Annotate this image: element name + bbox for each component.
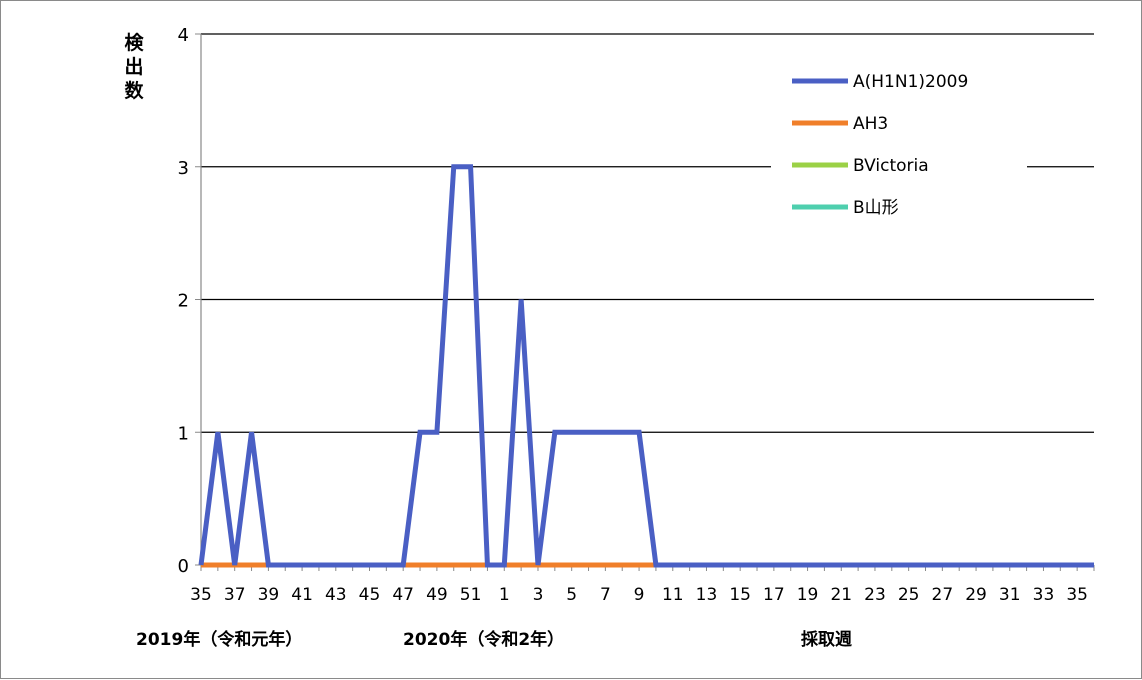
x-axis-title: 採取週 xyxy=(801,630,852,650)
legend-label-1: AH3 xyxy=(853,114,888,134)
x-tick-label-6: 41 xyxy=(291,585,313,605)
x-tick-label-36: 19 xyxy=(797,585,819,605)
x-tick-label-24: 7 xyxy=(600,585,611,605)
x-tick-label-46: 29 xyxy=(965,585,987,605)
legend-label-2: BVictoria xyxy=(853,156,929,176)
x-tick-label-44: 27 xyxy=(932,585,954,605)
legend-label-0: A(H1N1)2009 xyxy=(853,72,968,92)
x-tick-label-16: 51 xyxy=(460,585,482,605)
x-tick-label-34: 17 xyxy=(763,585,785,605)
x-tick-label-18: 1 xyxy=(499,585,510,605)
y-axis-title: 検出数 xyxy=(124,32,144,102)
x-tick-label-42: 25 xyxy=(898,585,920,605)
x-tick-label-26: 9 xyxy=(634,585,645,605)
y-tick-label-3: 3 xyxy=(178,158,189,179)
legend-label-3: B山形 xyxy=(853,198,899,218)
series-line-0 xyxy=(198,164,1094,568)
year-label-2019: 2019年（令和元年） xyxy=(136,630,303,650)
x-tick-label-20: 3 xyxy=(533,585,544,605)
x-tick-label-50: 33 xyxy=(1033,585,1055,605)
y-tick-label-0: 0 xyxy=(178,556,189,577)
x-tick-label-48: 31 xyxy=(999,585,1021,605)
y-tick-label-2: 2 xyxy=(178,291,189,312)
x-tick-label-2: 37 xyxy=(224,585,246,605)
x-tick-label-4: 39 xyxy=(258,585,280,605)
x-tick-label-8: 43 xyxy=(325,585,347,605)
x-tick-label-12: 47 xyxy=(392,585,414,605)
x-tick-label-10: 45 xyxy=(359,585,381,605)
x-tick-label-14: 49 xyxy=(426,585,448,605)
x-tick-label-0: 35 xyxy=(190,585,212,605)
x-tick-label-28: 11 xyxy=(662,585,684,605)
year-label-2020: 2020年（令和2年） xyxy=(403,630,565,650)
x-tick-label-38: 21 xyxy=(830,585,852,605)
x-tick-label-40: 23 xyxy=(864,585,886,605)
legend-box xyxy=(771,63,1027,221)
x-tick-label-52: 35 xyxy=(1066,585,1088,605)
x-tick-label-22: 5 xyxy=(566,585,577,605)
y-tick-label-4: 4 xyxy=(178,25,189,46)
x-tick-label-32: 15 xyxy=(729,585,751,605)
y-tick-label-1: 1 xyxy=(178,423,189,444)
x-tick-label-30: 13 xyxy=(696,585,718,605)
